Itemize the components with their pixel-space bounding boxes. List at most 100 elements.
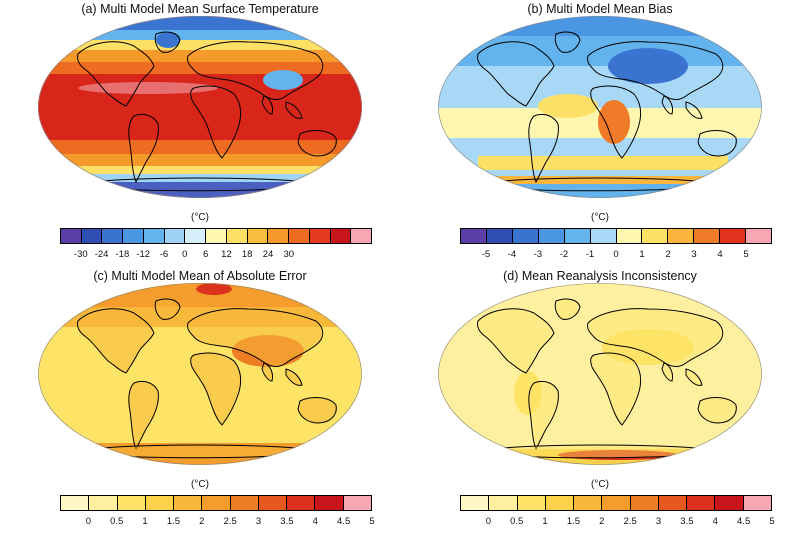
colorbar-segment <box>545 496 575 510</box>
colorbar-tick-label: 24 <box>262 249 274 260</box>
colorbar-segment <box>145 496 175 510</box>
colorbar-tick-label: 5 <box>769 516 775 527</box>
colorbar-tick-label: 1 <box>142 516 148 527</box>
colorbar-segment <box>687 496 716 510</box>
unit-label: (°C) <box>191 212 209 223</box>
colorbar-segment <box>330 229 352 243</box>
colorbar-ticks: -5 -4 -3 -2 -1 0 1 2 3 4 5 <box>460 249 772 261</box>
unit-label: (°C) <box>191 479 209 490</box>
colorbar-tick-label: -4 <box>507 249 517 260</box>
colorbar-tick-label: -30 <box>73 249 88 260</box>
colorbar-segment <box>351 229 372 243</box>
panel-surface-temperature: (a) Multi Model Mean Surface Temperature… <box>0 0 400 267</box>
colorbar-tick-label: 3 <box>655 516 662 527</box>
colorbar-tick-label: 1 <box>542 516 548 527</box>
colorbar-tick-label: 2.5 <box>623 516 637 527</box>
colorbar-segment <box>81 229 103 243</box>
colorbar-tick-label: 0.5 <box>510 516 524 527</box>
colorbar-tick-label: 3.5 <box>280 516 294 527</box>
colorbar-tick-label: -12 <box>136 249 151 260</box>
colorbar-tick-label: 3 <box>691 249 697 260</box>
unit-label: (°C) <box>591 212 609 223</box>
colorbar-segment <box>743 496 771 510</box>
colorbar-segment <box>258 496 288 510</box>
colorbar-segment <box>461 229 487 243</box>
colorbar-segment <box>185 229 207 243</box>
colorbar-tick-label: -3 <box>533 249 543 260</box>
colorbar-segment <box>602 496 631 510</box>
panel-title: (b) Multi Model Mean Bias <box>527 2 673 16</box>
colorbar-segment <box>668 229 695 243</box>
colorbar-segment <box>486 229 513 243</box>
colorbar-segment <box>642 229 669 243</box>
world-map <box>38 16 362 198</box>
colorbar-tick-label: 1.5 <box>566 516 581 527</box>
colorbar-tick-label: -6 <box>159 249 169 260</box>
colorbar-ticks: 0 0.5 1 1.5 2 2.5 3 3.5 4 4.5 5 <box>60 516 375 528</box>
panel-title: (d) Mean Reanalysis Inconsistency <box>503 269 697 283</box>
world-map <box>38 283 362 465</box>
colorbar-tick-label: 18 <box>241 249 253 260</box>
colorbar-segment <box>720 229 747 243</box>
colorbar-tick-label: 2 <box>599 516 605 527</box>
colorbar-segment <box>164 229 186 243</box>
colorbar-segment <box>315 496 344 510</box>
world-map <box>438 16 762 198</box>
colorbar-tick-label: 4 <box>712 516 718 527</box>
colorbar-tick-label: 0.5 <box>110 516 124 527</box>
colorbar-tick-label: 5 <box>369 516 375 527</box>
colorbar-tick-label: 0 <box>182 249 188 260</box>
colorbar-tick-label: 12 <box>221 249 232 260</box>
colorbar-tick-label: 4.5 <box>337 516 351 527</box>
colorbar-segment <box>309 229 331 243</box>
colorbar-segment <box>117 496 146 510</box>
colorbar-segment <box>574 496 603 510</box>
colorbar-tick-label: 3 <box>255 516 262 527</box>
colorbar-segment <box>590 229 617 243</box>
colorbar-tick-label: 1.5 <box>166 516 181 527</box>
colorbar-segment <box>174 496 203 510</box>
colorbar-segment <box>143 229 165 243</box>
colorbar-tick-label: 0 <box>613 249 619 260</box>
colorbar-tick-label: 2.5 <box>223 516 237 527</box>
colorbar-segment <box>616 229 643 243</box>
colorbar-tick-label: 0 <box>85 516 92 527</box>
colorbar-segment <box>89 496 118 510</box>
panel-reanalysis-inconsistency: (d) Mean Reanalysis Inconsistency (°C) 0… <box>400 267 800 534</box>
colorbar-ticks: -30 -24 -18 -12 -6 0 6 12 18 24 30 <box>60 249 372 261</box>
panel-mean-bias: (b) Multi Model Mean Bias (°C) -5 -4 -3 -2-… <box>400 0 800 267</box>
colorbar-segment <box>123 229 144 243</box>
colorbar-segment <box>287 496 316 510</box>
colorbar-tick-label: 0 <box>485 516 492 527</box>
colorbar-segment <box>746 229 772 243</box>
colorbar-segment <box>630 496 659 510</box>
colorbar-segment <box>247 229 269 243</box>
colorbar-tick-label: 5 <box>743 249 749 260</box>
colorbar-segment <box>343 496 371 510</box>
colorbar-segment <box>658 496 688 510</box>
colorbar-segment <box>61 229 82 243</box>
colorbar-segment <box>268 229 290 243</box>
colorbar-segment <box>715 496 744 510</box>
panel-title: (c) Multi Model Mean of Absolute Error <box>93 269 307 283</box>
colorbar-segment <box>102 229 124 243</box>
colorbar-segment <box>206 229 227 243</box>
panel-absolute-error: (c) Multi Model Mean of Absolute Error (… <box>0 267 400 534</box>
colorbar-tick-label: 2 <box>665 249 671 260</box>
colorbar-tick-label: -5 <box>481 249 491 260</box>
colorbar-segment <box>230 496 259 510</box>
colorbar-ticks: 0 0.5 1 1.5 2 2.5 3 3.5 4 4.5 5 <box>460 516 775 528</box>
colorbar <box>60 228 372 244</box>
colorbar-tick-label: 3.5 <box>680 516 694 527</box>
colorbar-segment <box>694 229 721 243</box>
colorbar-tick-label: 2 <box>199 516 205 527</box>
colorbar-tick-label: 30 <box>283 249 295 260</box>
colorbar-tick-label: -1 <box>585 249 595 260</box>
colorbar-segment <box>226 229 248 243</box>
colorbar-tick-label: 1 <box>639 249 645 260</box>
colorbar-tick-label: 4.5 <box>737 516 751 527</box>
colorbar-segment <box>517 496 546 510</box>
colorbar <box>460 495 772 511</box>
colorbar <box>460 228 772 244</box>
colorbar-segment <box>512 229 539 243</box>
